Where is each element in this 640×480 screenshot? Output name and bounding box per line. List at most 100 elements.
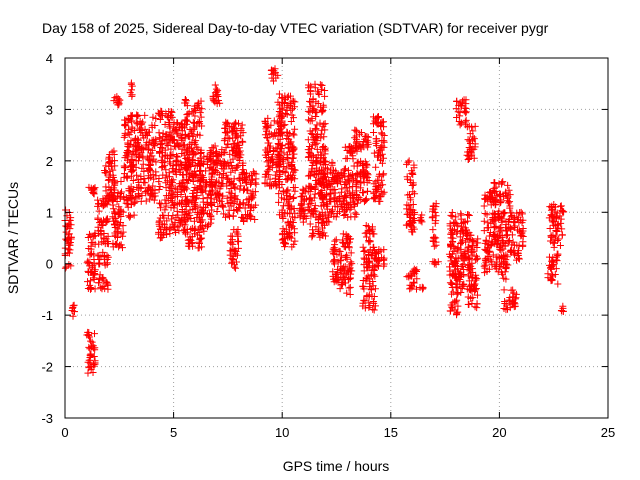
data-point (85, 343, 93, 351)
data-point (283, 129, 291, 137)
data-point (558, 225, 566, 233)
data-point (246, 207, 254, 215)
data-point (519, 238, 527, 246)
data-point (344, 213, 352, 221)
data-point (227, 193, 235, 201)
data-point (376, 146, 384, 154)
data-point (405, 220, 413, 228)
data-point (186, 206, 194, 214)
data-point (278, 124, 286, 132)
data-point (357, 184, 365, 192)
data-point (175, 227, 183, 235)
data-point (346, 291, 354, 299)
data-point (94, 252, 102, 260)
data-point (320, 201, 328, 209)
data-point (102, 235, 110, 243)
data-point (95, 240, 103, 248)
x-tick-label: 5 (170, 425, 177, 440)
data-point (285, 172, 293, 180)
data-point (549, 231, 557, 239)
data-point (318, 81, 326, 89)
data-point (203, 200, 211, 208)
data-point (84, 369, 92, 377)
data-point (481, 195, 489, 203)
data-point (365, 236, 373, 244)
data-point (498, 233, 506, 241)
data-point (320, 158, 328, 166)
data-point (506, 236, 514, 244)
data-point (315, 229, 323, 237)
data-point (266, 142, 274, 150)
data-point (85, 230, 93, 238)
data-point (167, 145, 175, 153)
data-point (407, 284, 415, 292)
data-point (430, 233, 438, 241)
data-point (501, 268, 509, 276)
data-point (321, 157, 329, 165)
data-point (405, 273, 413, 281)
data-point (215, 178, 223, 186)
y-tick-label: -2 (41, 360, 53, 375)
data-point (87, 337, 95, 345)
data-point (283, 187, 291, 195)
data-point (340, 212, 348, 220)
data-point (296, 213, 304, 221)
data-point (144, 155, 152, 163)
data-point (166, 138, 174, 146)
data-point (482, 247, 490, 255)
data-point (559, 304, 567, 312)
data-point (90, 330, 98, 338)
data-point (506, 204, 514, 212)
data-point (317, 189, 325, 197)
data-point (173, 188, 181, 196)
data-point (182, 203, 190, 211)
data-point (556, 242, 564, 250)
data-point (125, 131, 133, 139)
data-point (204, 160, 212, 168)
data-point (222, 213, 230, 221)
data-point (170, 119, 178, 127)
data-point (341, 193, 349, 201)
data-point (334, 179, 342, 187)
y-tick-label: 2 (46, 154, 53, 169)
data-point (135, 143, 143, 151)
data-point (374, 120, 382, 128)
data-point (465, 137, 473, 145)
data-point (208, 206, 216, 214)
data-point (278, 141, 286, 149)
data-point (321, 120, 329, 128)
data-point (347, 147, 355, 155)
data-point (111, 180, 119, 188)
data-point (183, 102, 191, 110)
data-point (184, 110, 192, 118)
data-point (65, 240, 73, 248)
data-point (204, 223, 212, 231)
data-point (481, 239, 489, 247)
data-point (177, 190, 185, 198)
data-point (290, 166, 298, 174)
data-point (352, 179, 360, 187)
data-point (174, 211, 182, 219)
data-point (495, 191, 503, 199)
data-point (181, 163, 189, 171)
data-point (229, 256, 237, 264)
data-point (234, 244, 242, 252)
data-point (467, 149, 475, 157)
data-point (380, 137, 388, 145)
data-point (105, 176, 113, 184)
data-point (161, 120, 169, 128)
data-point (473, 255, 481, 263)
data-point (375, 170, 383, 178)
data-point (408, 272, 416, 280)
data-point (135, 192, 143, 200)
data-point (484, 219, 492, 227)
data-point (494, 253, 502, 261)
data-point (287, 234, 295, 242)
data-point (230, 183, 238, 191)
data-point (485, 252, 493, 260)
data-point (160, 221, 168, 229)
data-point (418, 218, 426, 226)
data-point (372, 115, 380, 123)
data-point (219, 192, 227, 200)
data-point (480, 217, 488, 225)
